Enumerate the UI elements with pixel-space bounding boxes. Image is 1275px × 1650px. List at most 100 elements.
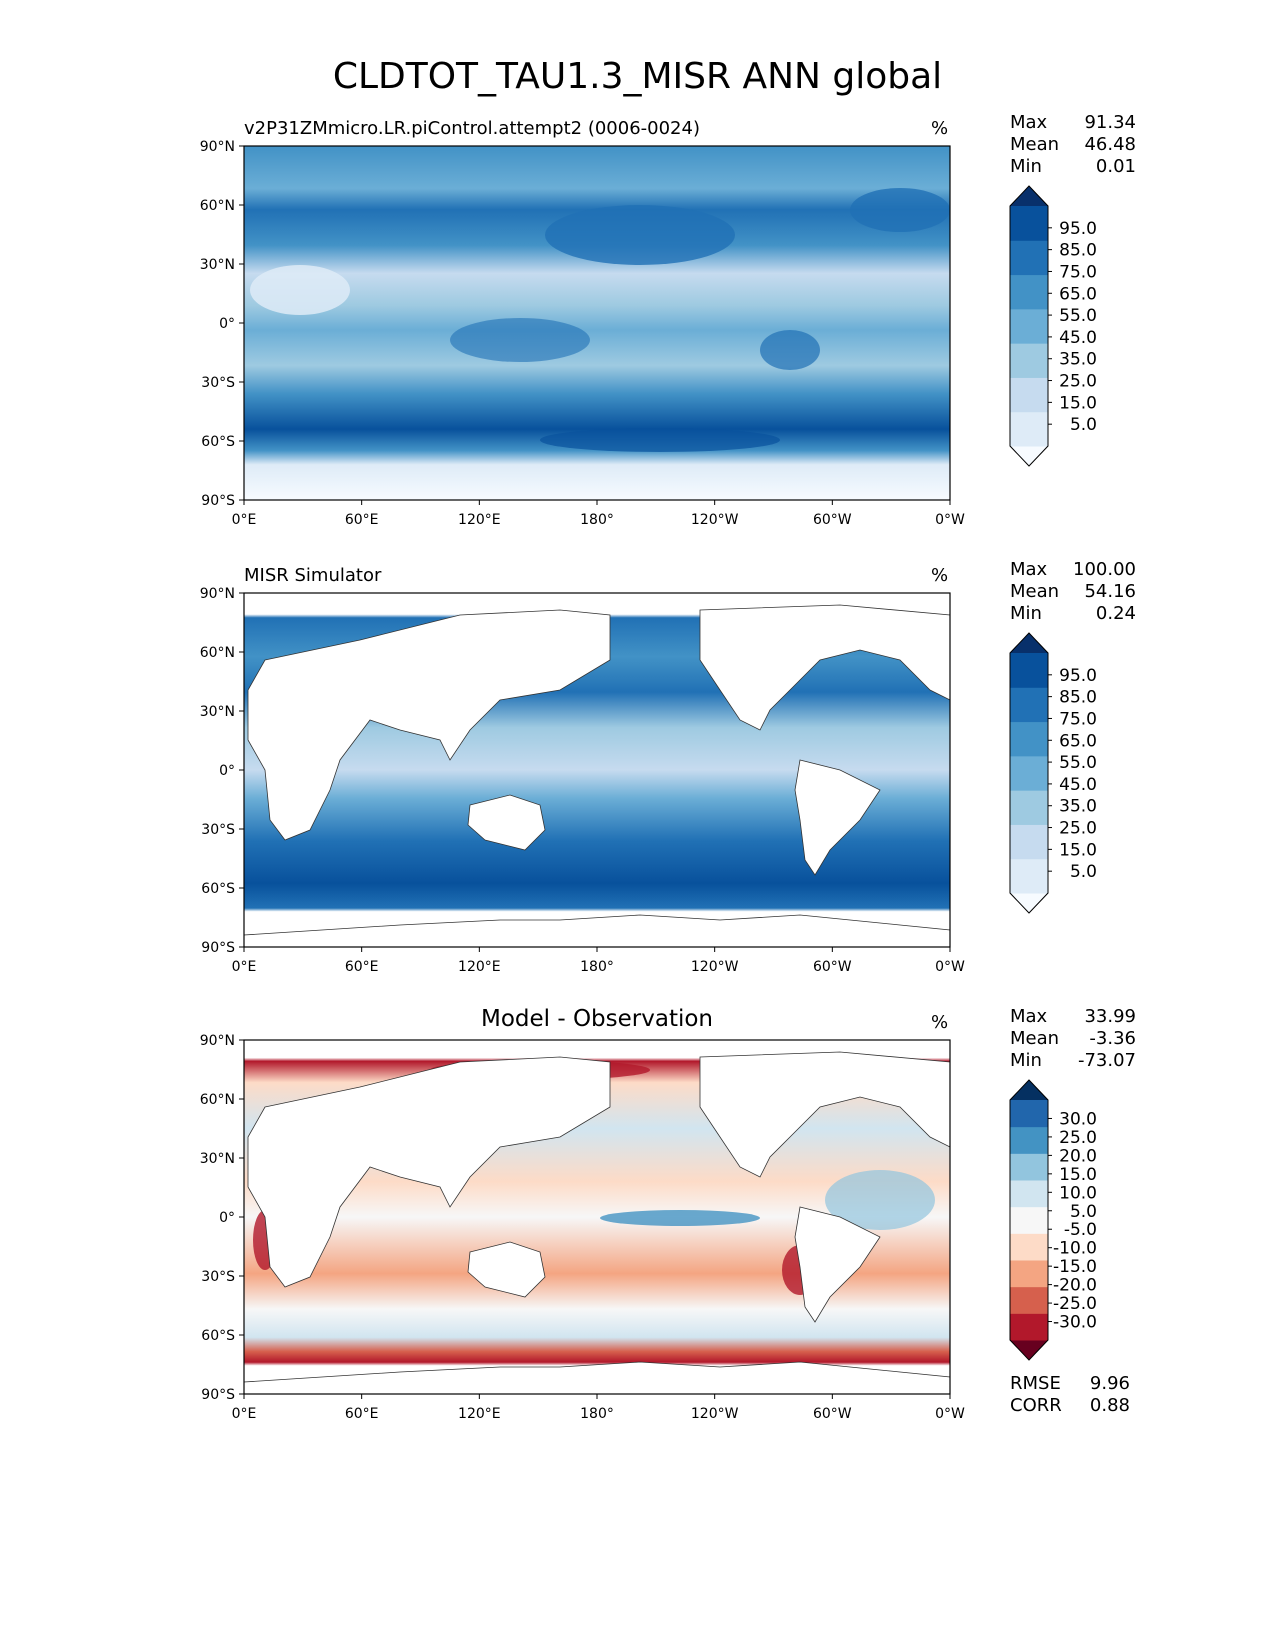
colorbar-label: 10.0 (1059, 1183, 1097, 1203)
colorbar-label: 20.0 (1059, 1146, 1097, 1166)
stat-label: Max (1010, 112, 1048, 133)
lon-tick-label: 0°W (935, 959, 965, 975)
lat-tick-label: 60°N (200, 198, 235, 214)
lon-tick-label: 120°E (458, 959, 501, 975)
metric-label: CORR (1010, 1395, 1062, 1416)
colorbar-label: 65.0 (1059, 731, 1097, 751)
colorbar-label: 75.0 (1059, 262, 1097, 282)
stat-label: Min (1010, 1050, 1042, 1071)
bias-feature (600, 1210, 760, 1226)
colorbar-label: 55.0 (1059, 306, 1097, 326)
colorbar-segment (1010, 308, 1048, 344)
lat-tick-label: 30°N (200, 704, 235, 720)
lat-tick-label: 90°N (200, 586, 235, 602)
colorbar-extend-top (1010, 633, 1048, 653)
lon-tick-label: 120°W (691, 1406, 739, 1422)
colorbar-label: 15.0 (1059, 1165, 1097, 1185)
colorbar-extend-bottom (1010, 1340, 1048, 1360)
colorbar-segment (1010, 240, 1048, 276)
lon-tick-label: 120°W (691, 512, 739, 528)
colorbar-label: 85.0 (1059, 241, 1097, 261)
colorbar-label: -20.0 (1053, 1276, 1097, 1296)
stat-value: 46.48 (1084, 134, 1136, 155)
land-mask (247, 1056, 611, 1288)
colorbar-label: -25.0 (1053, 1294, 1097, 1314)
lat-tick-label: 0° (219, 316, 235, 332)
lat-tick-label: 0° (219, 1210, 235, 1226)
stat-value: 100.00 (1073, 559, 1136, 580)
lat-tick-label: 60°S (201, 1328, 235, 1344)
colorbar-extend-bottom (1010, 446, 1048, 466)
panel-3-stats: Max 33.99 Mean -3.36 Min -73.07 (1010, 1006, 1136, 1072)
lon-tick-label: 0°W (935, 512, 965, 528)
colorbar-segment (1010, 274, 1048, 310)
colorbar-label: -5.0 (1064, 1220, 1097, 1240)
colorbar-label: 35.0 (1059, 797, 1097, 817)
colorbar-segment (1010, 1206, 1048, 1234)
lon-tick-label: 60°W (813, 512, 852, 528)
lat-tick-label: 30°S (201, 1269, 235, 1285)
colorbar-label: 45.0 (1059, 775, 1097, 795)
cloud-feature (545, 205, 735, 265)
panel-1-units: % (931, 118, 949, 139)
lat-tick-label: 90°N (200, 139, 235, 155)
lon-tick-label: 0°E (232, 512, 257, 528)
panel-2-stats: Max 100.00 Mean 54.16 Min 0.24 (1010, 559, 1136, 625)
colorbar-label: 95.0 (1059, 219, 1097, 239)
colorbar-label: 25.0 (1059, 1128, 1097, 1148)
lon-tick-label: 120°E (458, 512, 501, 528)
colorbar-outline (1009, 185, 1049, 467)
colorbar-segment (1010, 1100, 1048, 1128)
colorbar-extend-top (1010, 1080, 1048, 1100)
stat-value: 54.16 (1084, 581, 1136, 602)
colorbar-label: 45.0 (1059, 328, 1097, 348)
stat-label: Mean (1010, 581, 1060, 602)
lat-tick-label: 30°S (201, 375, 235, 391)
lon-tick-label: 120°E (458, 1406, 501, 1422)
colorbar-segment (1010, 721, 1048, 757)
stat-value: 33.99 (1084, 1006, 1136, 1027)
stat-label: Max (1010, 559, 1048, 580)
colorbar-segment (1010, 755, 1048, 791)
lat-tick-label: 90°S (201, 493, 235, 509)
colorbar-segment (1010, 206, 1048, 241)
colorbar-label: 95.0 (1059, 666, 1097, 686)
lon-tick-label: 180° (580, 512, 614, 528)
colorbar-segment (1010, 411, 1048, 447)
colorbar-segment (1010, 1180, 1048, 1208)
stat-label: Mean (1010, 134, 1060, 155)
colorbar-label: 5.0 (1070, 1202, 1097, 1222)
colorbar-segment (1010, 343, 1048, 378)
colorbar-label: 25.0 (1059, 819, 1097, 839)
colorbar-label: -10.0 (1053, 1239, 1097, 1259)
land-mask (467, 794, 546, 851)
lat-tick-label: 90°N (200, 1033, 235, 1049)
panel-2-subtitle: MISR Simulator (244, 565, 382, 586)
stat-label: Mean (1010, 1028, 1060, 1049)
lon-tick-label: 60°E (345, 1406, 379, 1422)
metric-value: 0.88 (1089, 1395, 1130, 1416)
colorbar-label: 65.0 (1059, 284, 1097, 304)
cloud-feature (450, 318, 590, 362)
colorbar-label: 35.0 (1059, 350, 1097, 370)
colorbar-label: -30.0 (1053, 1313, 1097, 1333)
colorbar-label: 30.0 (1059, 1109, 1097, 1129)
land-mask (247, 609, 611, 841)
colorbar-segment (1010, 1153, 1048, 1181)
stat-label: Min (1010, 156, 1042, 177)
cloud-feature (540, 428, 780, 452)
colorbar-segment (1010, 1260, 1048, 1288)
lat-tick-label: 60°N (200, 1092, 235, 1108)
colorbar-label: 75.0 (1059, 709, 1097, 729)
colorbar-segment (1010, 687, 1048, 723)
cloud-feature (760, 330, 820, 370)
lon-tick-label: 60°W (813, 1406, 852, 1422)
lat-tick-label: 60°N (200, 645, 235, 661)
colorbar-segment (1010, 377, 1048, 413)
colorbar-label: 15.0 (1059, 840, 1097, 860)
lon-tick-label: 0°E (232, 959, 257, 975)
colorbar-label: 15.0 (1059, 393, 1097, 413)
figure-title: CLDTOT_TAU1.3_MISR ANN global (332, 56, 943, 97)
lat-tick-label: 60°S (201, 434, 235, 450)
